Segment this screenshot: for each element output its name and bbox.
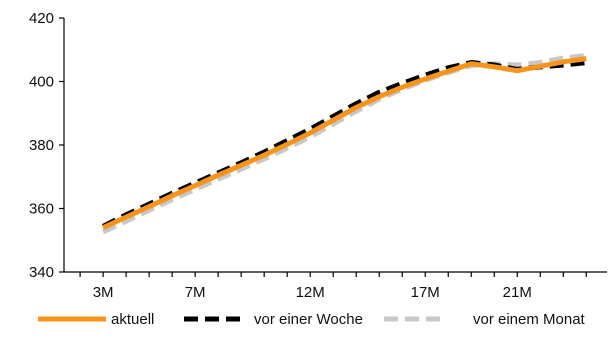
y-tick-label: 380: [29, 137, 54, 154]
x-tick-label: 7M: [185, 284, 206, 301]
legend-aktuell: aktuell: [38, 311, 154, 328]
y-tick-label: 360: [29, 201, 54, 218]
y-tick-label: 420: [29, 10, 54, 27]
series-line-aktuell: [102, 56, 587, 230]
series-line-vor-einem-monat: [102, 53, 587, 235]
y-tick-label: 340: [29, 264, 54, 281]
legend-vor-einer-woche: vor einer Woche: [184, 311, 363, 328]
legend-label: aktuell: [111, 311, 154, 328]
legend-label: vor einem Monat: [473, 311, 586, 328]
x-tick-label: 12M: [296, 284, 325, 301]
y-tick-label: 400: [29, 74, 54, 91]
legend-label: vor einer Woche: [254, 311, 363, 328]
series-line-vor-einer-woche: [101, 60, 587, 229]
x-tick-label: 17M: [411, 284, 440, 301]
legend-vor-einem-monat: vor einem Monat: [384, 311, 586, 328]
x-tick-label: 3M: [93, 284, 114, 301]
x-tick-label: 21M: [503, 284, 532, 301]
